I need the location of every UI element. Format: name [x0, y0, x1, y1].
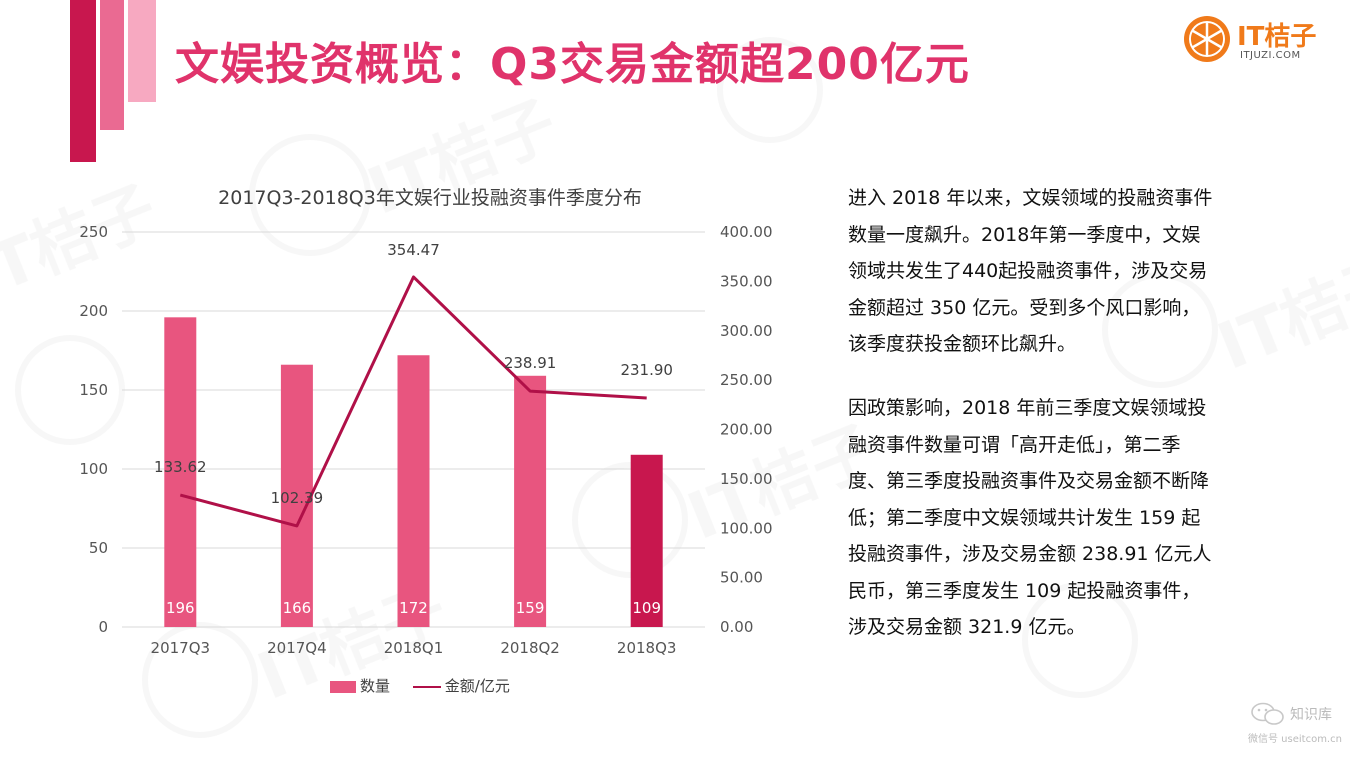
paragraph-1: 进入 2018 年以来，文娱领域的投融资事件 数量一度飙升。2018年第一季度中…	[848, 180, 1288, 390]
bar-value-label: 166	[283, 599, 312, 617]
y-axis-right-tick-label: 150.00	[720, 470, 773, 488]
chart-legend: 数量 金额/亿元	[330, 675, 510, 696]
paragraph-line: 涉及交易金额 321.9 亿元。	[848, 616, 1086, 638]
bar-value-label: 172	[399, 599, 428, 617]
y-axis-right-tick-label: 250.00	[720, 371, 773, 389]
decor-bar-light	[128, 0, 156, 102]
footer-watermark: 知识库 微信号 useitcom.cn	[1248, 702, 1348, 752]
paragraph-line: 投融资事件，涉及交易金额 238.91 亿元人	[848, 543, 1212, 565]
bar-value-label: 196	[166, 599, 195, 617]
y-axis-right-tick-label: 300.00	[720, 322, 773, 340]
description-panel: 进入 2018 年以来，文娱领域的投融资事件 数量一度飙升。2018年第一季度中…	[848, 180, 1288, 646]
y-axis-left-tick-label: 200	[79, 302, 108, 320]
paragraph-line: 低；第二季度中文娱领域共计发生 159 起	[848, 506, 1201, 529]
logo-text: IT桔子	[1237, 22, 1317, 52]
bar	[164, 317, 197, 627]
paragraph-line: 数量一度飙升。2018年第一季度中，文娱	[848, 223, 1201, 246]
y-axis-right-tick-label: 100.00	[720, 519, 773, 537]
bar	[514, 375, 547, 627]
y-axis-right-tick-label: 400.00	[720, 223, 773, 241]
y-axis-right-tick-label: 0.00	[720, 618, 753, 636]
x-axis-tick-label: 2018Q2	[500, 639, 560, 657]
y-axis-left-tick-label: 100	[79, 460, 108, 478]
paragraph-line: 民币，第三季度发生 109 起投融资事件，	[848, 579, 1201, 602]
line-value-label: 354.47	[387, 241, 440, 259]
x-axis-tick-label: 2017Q4	[267, 639, 327, 657]
brand-logo: IT桔子 ITJUZI.COM	[1182, 12, 1332, 66]
paragraph-line: 该季度获投金额环比飙升。	[848, 333, 1077, 355]
legend-swatch-line	[412, 685, 441, 688]
decor-bar-dark	[70, 0, 96, 162]
y-axis-right-tick-label: 350.00	[720, 272, 773, 290]
x-axis-tick-label: 2017Q3	[151, 639, 211, 657]
footer-account-name: 知识库	[1290, 707, 1332, 723]
line-value-label: 133.62	[154, 458, 207, 476]
paragraph-line: 度、第三季度投融资事件及交易金额不断降	[848, 470, 1210, 492]
y-axis-left-tick-label: 50	[89, 539, 108, 557]
legend-swatch-bar	[330, 680, 356, 693]
decor-bar-medium	[100, 0, 124, 130]
bar-value-label: 109	[632, 599, 661, 617]
orange-slice-icon	[1184, 16, 1230, 62]
y-axis-left-tick-label: 0	[98, 618, 108, 636]
bar-value-label: 159	[516, 599, 545, 617]
x-axis-tick-label: 2018Q1	[384, 639, 444, 657]
y-axis-left-tick-label: 150	[79, 381, 108, 399]
logo-subtext: ITJUZI.COM	[1240, 50, 1301, 61]
y-axis-right-tick-label: 50.00	[720, 569, 763, 587]
x-axis-tick-label: 2018Q3	[617, 639, 677, 657]
page-title: 文娱投资概览：Q3交易金额超200亿元	[175, 39, 970, 90]
legend-label-amount: 金额/亿元	[444, 677, 510, 695]
paragraph-2: 因政策影响，2018 年前三季度文娱领域投 融资事件数量可谓「高开走低」，第二季…	[848, 390, 1288, 646]
footer-account-id: 微信号 useitcom.cn	[1248, 734, 1342, 745]
line-value-label: 231.90	[620, 361, 673, 379]
bar	[397, 355, 430, 627]
y-axis-right-tick-label: 200.00	[720, 421, 773, 439]
chart-title: 2017Q3-2018Q3年文娱行业投融资事件季度分布	[218, 187, 642, 209]
bar	[280, 364, 313, 627]
line-value-label: 102.39	[271, 489, 324, 507]
paragraph-line: 融资事件数量可谓「高开走低」，第二季	[848, 433, 1181, 456]
line-series-amount	[179, 275, 647, 528]
combo-chart: 0 50 100 150 200 250 0.00 50.00 100.00 150.00 200…	[79, 223, 773, 657]
paragraph-line: 金额超过 350 亿元。受到多个风口影响，	[848, 296, 1201, 319]
y-axis-left-tick-label: 250	[79, 223, 108, 241]
bar	[630, 454, 663, 627]
wechat-icon	[1251, 702, 1284, 725]
paragraph-line: 因政策影响，2018 年前三季度文娱领域投	[848, 397, 1207, 419]
legend-label-count: 数量	[360, 677, 391, 695]
line-value-label: 238.91	[504, 354, 557, 372]
paragraph-line: 领域共发生了440起投融资事件，涉及交易	[848, 260, 1208, 282]
paragraph-line: 进入 2018 年以来，文娱领域的投融资事件	[848, 187, 1213, 209]
